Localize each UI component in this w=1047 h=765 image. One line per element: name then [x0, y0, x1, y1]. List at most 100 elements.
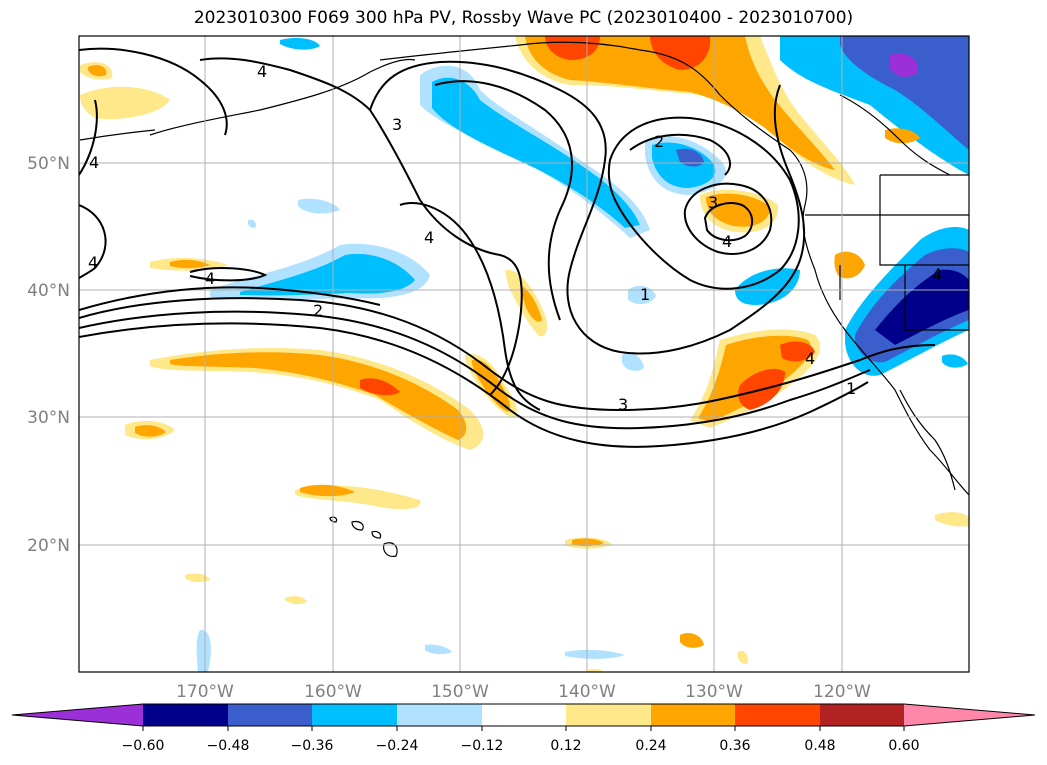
pv-contour-3 [79, 310, 871, 430]
pv-contour-cutoff-core [703, 202, 754, 242]
anomaly-neg-small-8 [942, 354, 968, 368]
colorbar-tick-label: −0.12 [461, 738, 504, 754]
anomaly-pos-w-pac-1-core [170, 259, 210, 269]
lon-label-130w: 130°W [685, 682, 743, 702]
anomaly-neg-small-5 [196, 629, 211, 672]
anomaly-pos-subtropical-band-mid [170, 352, 467, 440]
colorbar: −0.60 −0.48 −0.36 −0.24 −0.12 0.12 0.24 … [11, 703, 1036, 754]
colorbar-segment [12, 704, 143, 726]
map-title: 2023010300 F069 300 hPa PV, Rossby Wave … [193, 8, 854, 28]
colorbar-segment [397, 704, 482, 726]
coast-aleutian [79, 129, 156, 141]
contour-label: 4 [722, 232, 732, 251]
pv-contours [79, 47, 936, 448]
pv-contour-north-4 [199, 57, 523, 396]
gridlines [79, 36, 969, 672]
colorbar-segment [228, 704, 312, 726]
anomaly-neg-small-7 [425, 644, 452, 655]
contour-label: 3 [392, 115, 402, 134]
anomaly-pos-small-c [680, 633, 704, 648]
contour-label: 1 [846, 379, 856, 398]
coast-alaska-islands [149, 58, 416, 136]
anomaly-neg-small-9 [247, 219, 257, 228]
border-state-2 [904, 265, 969, 331]
pv-contour-cutoff-inner [683, 182, 773, 255]
contour-label: 4 [424, 228, 434, 247]
pv-contour-inner-ridge [434, 80, 573, 321]
anomaly-neg-bc-low-deep [676, 148, 704, 167]
lon-label-120w: 120°W [813, 682, 871, 702]
map-contents [79, 36, 969, 672]
anomaly-neg-small-3 [298, 198, 340, 214]
anomaly-neg-bc-low-core [652, 142, 716, 188]
anomaly-pos-small-a-core [572, 538, 604, 547]
pv-contour-1 [79, 322, 869, 448]
colorbar-segment [651, 704, 735, 726]
anomaly-pos-mid-1-core [471, 359, 510, 412]
anomaly-pos-subtropical-band-core [360, 378, 400, 396]
colorbar-segment [735, 704, 820, 726]
pv-contour-4-trough [79, 286, 381, 311]
contour-label: 3 [708, 193, 718, 212]
colorbar-ticks [142, 726, 905, 731]
colorbar-segment [143, 704, 228, 726]
colorbar-tick-label: 0.60 [888, 738, 919, 754]
contour-label: 4 [88, 253, 98, 272]
colorbar-segment [820, 704, 904, 726]
pv-contour-mid-4 [399, 202, 541, 411]
pv-contour-2 [79, 297, 936, 412]
contour-labels: 4 3 4 4 4 2 2 3 4 1 3 1 4 4 4 [88, 62, 942, 414]
anomaly-neg-california-deep [875, 269, 969, 345]
lon-label-140w: 140°W [558, 682, 616, 702]
lat-label-50n: 50°N [27, 154, 70, 174]
anomaly-neg-nw-canada-mid [840, 36, 969, 150]
anomaly-neg-pacific-mid-core [240, 253, 415, 296]
contour-label: 4 [932, 265, 942, 284]
pv-contour-west-small [189, 267, 268, 282]
anomaly-pos-w-pac-3 [80, 86, 170, 120]
anomaly-pos-gulf-north-core2 [650, 36, 711, 70]
pv-contour-bc-2 [629, 133, 731, 176]
anomaly-pos-small-i [586, 669, 604, 672]
anomaly-neg-gulf-alaska-core [432, 77, 640, 228]
colorbar-tick-label: −0.48 [207, 738, 250, 754]
colorbar-segment [482, 704, 566, 726]
anomaly-pos-small-f [935, 512, 969, 527]
anomaly-neg-offshore-1 [735, 268, 800, 305]
pv-contour-cutoff-outer [607, 116, 800, 290]
pv-contour-outer-ridge [369, 60, 806, 355]
colorbar-tick-label: 0.24 [635, 738, 666, 754]
anomaly-pos-w-pac-2-core [88, 65, 107, 77]
hawaii-3 [371, 530, 382, 539]
border-state-1 [879, 175, 969, 266]
contour-label: 4 [257, 62, 267, 81]
colorbar-segment [904, 704, 1035, 726]
colorbar-tick-label: 0.12 [550, 738, 581, 754]
map-frame [78, 35, 970, 673]
baja [899, 389, 956, 491]
anomaly-pos-small-e [885, 128, 920, 144]
anomaly-pos-subtropical-band [150, 348, 484, 450]
anomaly-neg-small-4 [280, 38, 320, 50]
contour-label: 2 [313, 301, 323, 320]
lon-label-160w: 160°W [304, 682, 362, 702]
anomaly-neg-small-2 [622, 353, 644, 371]
contour-label: 1 [640, 285, 650, 304]
anomaly-neg-nw-canada-deep [890, 53, 919, 77]
hawaii-4 [383, 542, 398, 557]
lon-label-170w: 170°W [176, 682, 234, 702]
colorbar-tick-label: −0.60 [122, 738, 165, 754]
colorbar-tick-label: 0.36 [719, 738, 750, 754]
anomaly-pos-gulf-north-mid [525, 36, 835, 170]
anomaly-pos-small-h [737, 650, 748, 664]
lat-label-40n: 40°N [27, 281, 70, 301]
contour-label: 4 [805, 349, 815, 368]
pv-contour-west-4 [79, 47, 228, 136]
colorbar-tick-label: 0.48 [804, 738, 835, 754]
negative-anomaly-fills [196, 36, 969, 672]
contour-label: 4 [89, 153, 99, 172]
anomaly-pos-small-b [185, 573, 210, 583]
colorbar-segment [312, 704, 397, 726]
anomaly-pos-ridge-center-core [706, 193, 770, 227]
